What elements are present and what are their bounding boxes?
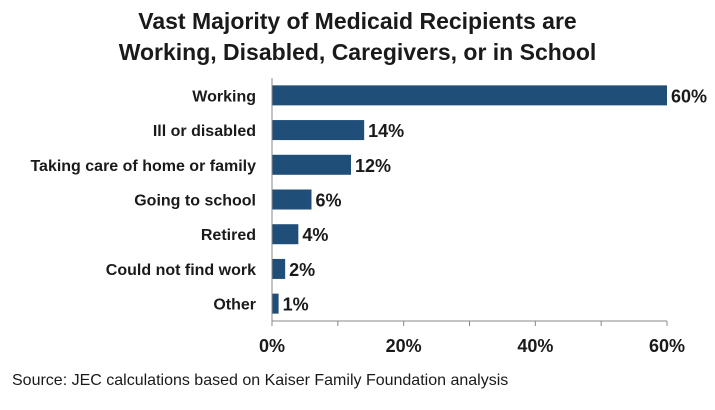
category-label: Could not find work [106, 262, 256, 279]
data-label: 4% [302, 225, 328, 245]
category-label: Taking care of home or family [30, 158, 256, 175]
bar [272, 154, 351, 175]
bar [272, 224, 299, 245]
x-tick-label: 20% [386, 336, 422, 356]
chart-title: Vast Majority of Medicaid Recipients are… [0, 6, 715, 68]
source-note: Source: JEC calculations based on Kaiser… [12, 372, 509, 389]
bar [272, 258, 286, 279]
x-tick-label: 40% [517, 336, 553, 356]
category-label: Retired [201, 227, 256, 244]
bar [272, 189, 312, 210]
category-label: Other [213, 297, 256, 314]
data-label: 2% [289, 260, 315, 280]
category-label: Going to school [134, 193, 256, 210]
data-label: 60% [671, 86, 707, 106]
category-label: Ill or disabled [153, 123, 256, 140]
bar [272, 120, 365, 141]
data-label: 12% [355, 156, 391, 176]
chart-title-line-2: Working, Disabled, Caregivers, or in Sch… [118, 39, 597, 65]
bar [272, 85, 667, 106]
data-label: 14% [368, 121, 404, 141]
bar [272, 293, 279, 314]
data-label: 1% [283, 295, 309, 315]
data-label: 6% [316, 191, 342, 211]
chart-title-line-1: Vast Majority of Medicaid Recipients are [138, 8, 577, 34]
category-label: Working [192, 88, 256, 105]
x-tick-label: 60% [649, 336, 685, 356]
x-tick-label: 0% [259, 336, 285, 356]
